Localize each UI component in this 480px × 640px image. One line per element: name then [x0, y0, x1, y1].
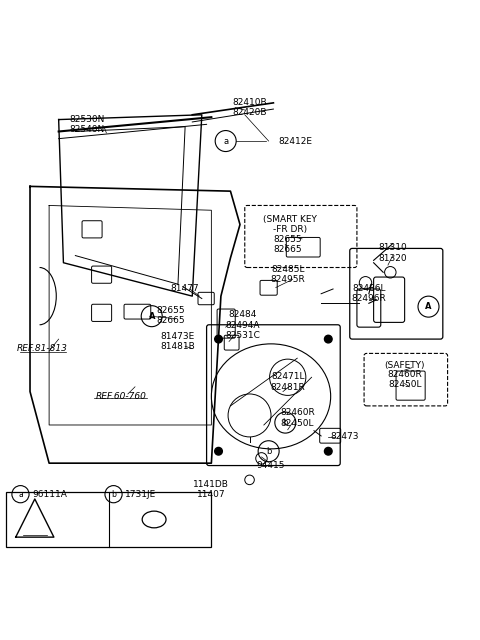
Text: 82460R
82450L: 82460R 82450L	[280, 408, 315, 428]
Text: (SMART KEY
-FR DR): (SMART KEY -FR DR)	[263, 215, 317, 234]
Text: 82471L
82481R: 82471L 82481R	[270, 372, 305, 392]
Text: 81310
81320: 81310 81320	[378, 243, 407, 263]
Circle shape	[324, 447, 332, 455]
Text: 82485L
82495R: 82485L 82495R	[270, 265, 305, 284]
Text: 82412E: 82412E	[278, 136, 312, 145]
Text: 82410B
82420B: 82410B 82420B	[232, 98, 267, 117]
Text: 82486L
82496R: 82486L 82496R	[351, 284, 386, 303]
Text: A: A	[148, 312, 155, 321]
Text: 82531C: 82531C	[225, 332, 260, 340]
Text: A: A	[425, 302, 432, 311]
Circle shape	[324, 335, 332, 343]
Text: 1141DB
11407: 1141DB 11407	[193, 480, 229, 499]
Text: 82655
82665: 82655 82665	[274, 235, 302, 254]
Circle shape	[215, 447, 222, 455]
Text: 94415: 94415	[257, 461, 285, 470]
Text: a: a	[223, 136, 228, 145]
Text: REF.60-760: REF.60-760	[95, 392, 146, 401]
Text: 81473E
81481B: 81473E 81481B	[161, 332, 195, 351]
Text: 96111A: 96111A	[33, 490, 67, 499]
Text: b: b	[283, 418, 288, 427]
Text: REF.81-813: REF.81-813	[16, 344, 67, 353]
Text: 82460R
82450L: 82460R 82450L	[387, 370, 422, 389]
Text: (SAFETY): (SAFETY)	[384, 361, 425, 370]
Text: b: b	[111, 490, 116, 499]
Bar	[6, 492, 211, 547]
Text: 81477: 81477	[171, 285, 199, 294]
Text: b: b	[266, 447, 271, 456]
Circle shape	[215, 335, 222, 343]
Text: 82484
82494A: 82484 82494A	[225, 310, 260, 330]
Text: 82530N
82540N: 82530N 82540N	[70, 115, 105, 134]
Text: 1731JE: 1731JE	[124, 490, 156, 499]
Text: a: a	[18, 490, 23, 499]
Text: 82655
82665: 82655 82665	[156, 305, 185, 325]
Text: 82473: 82473	[331, 433, 359, 442]
